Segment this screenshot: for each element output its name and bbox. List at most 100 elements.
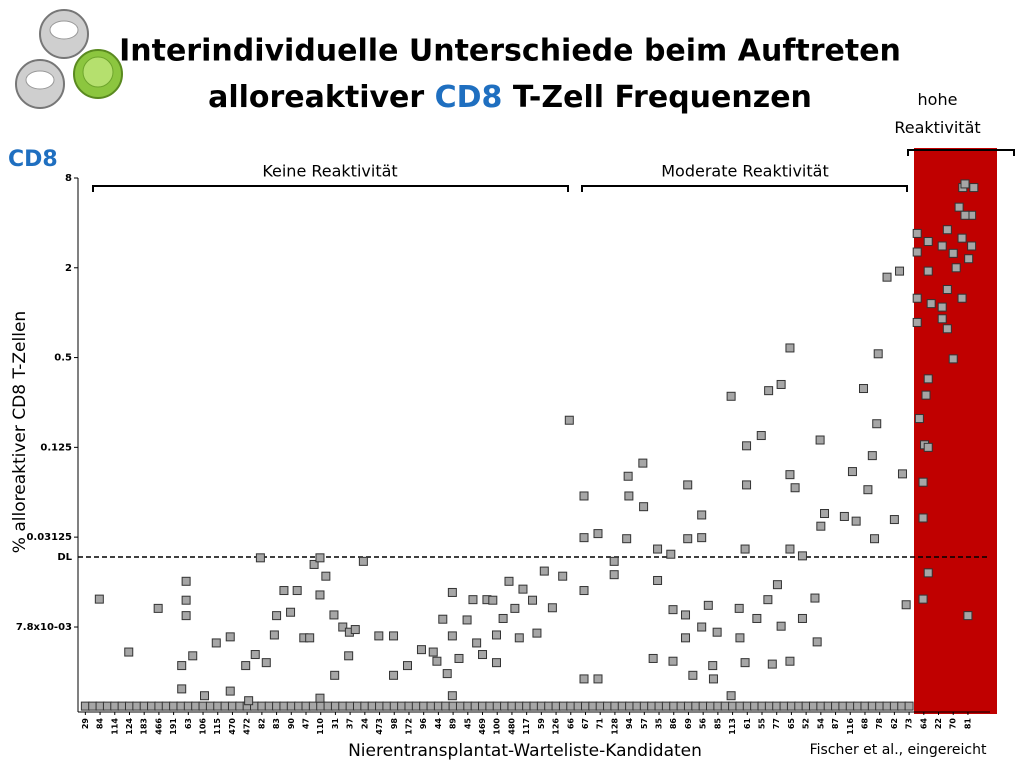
point: [80, 701, 90, 711]
point: [967, 241, 977, 251]
point: [823, 701, 833, 711]
point: [154, 701, 164, 711]
point: [964, 254, 974, 264]
point: [870, 534, 880, 544]
point: [344, 651, 354, 661]
point: [742, 441, 752, 451]
point: [595, 701, 605, 711]
y-tick-label: 7.8x10-03: [16, 622, 72, 633]
point: [960, 210, 970, 220]
point: [901, 600, 911, 610]
point: [447, 631, 457, 641]
point: [593, 529, 603, 539]
point: [873, 349, 883, 359]
point: [428, 647, 438, 657]
point: [797, 551, 807, 561]
y-tick-label: 0.03125: [26, 532, 72, 543]
point: [957, 233, 967, 243]
point: [726, 691, 736, 701]
point: [683, 480, 693, 490]
point: [957, 293, 967, 303]
x-tick-label: 466: [154, 718, 163, 735]
x-tick-label: 22: [934, 718, 943, 729]
point: [529, 701, 539, 711]
x-tick-label: 55: [758, 718, 767, 730]
x-tick-label: 90: [287, 718, 296, 730]
x-tick-label: 89: [449, 718, 458, 730]
point: [468, 595, 478, 605]
point: [951, 263, 961, 273]
point: [875, 701, 885, 711]
x-tick-label: 87: [831, 718, 840, 729]
point: [257, 701, 267, 711]
point: [95, 701, 105, 711]
x-tick-label: 47: [302, 718, 311, 729]
point: [532, 628, 542, 638]
point: [389, 670, 399, 680]
point: [697, 510, 707, 520]
point: [683, 534, 693, 544]
point: [697, 622, 707, 632]
point: [547, 603, 557, 613]
point: [416, 645, 426, 655]
point: [912, 293, 922, 303]
point: [897, 469, 907, 479]
point: [740, 544, 750, 554]
point: [213, 701, 223, 711]
point: [764, 386, 774, 396]
x-tick-label: 473: [375, 718, 384, 735]
x-tick-label: 113: [728, 718, 737, 735]
point: [688, 670, 698, 680]
x-tick-label: 78: [875, 718, 884, 730]
point: [923, 266, 933, 276]
point: [522, 701, 532, 711]
point: [847, 467, 857, 477]
point: [697, 533, 707, 543]
point: [181, 576, 191, 586]
point: [169, 701, 179, 711]
point: [683, 701, 693, 711]
point: [442, 669, 452, 679]
point: [492, 701, 502, 711]
point: [124, 647, 134, 657]
x-tick-label: 115: [213, 718, 222, 735]
point: [756, 431, 766, 441]
point: [286, 607, 296, 617]
group-label: Keine Reaktivität: [262, 162, 397, 181]
point: [564, 415, 574, 425]
point: [305, 633, 315, 643]
point: [404, 701, 414, 711]
point: [438, 614, 448, 624]
point: [653, 544, 663, 554]
point: [921, 390, 931, 400]
bracket: [581, 185, 908, 192]
x-tick-label: 29: [81, 718, 90, 730]
point: [801, 701, 811, 711]
point: [579, 533, 589, 543]
point: [454, 653, 464, 663]
point: [330, 670, 340, 680]
point: [514, 701, 524, 711]
group-label: Moderate Reaktivität: [661, 162, 828, 181]
point: [426, 701, 436, 711]
y-tick-label: 0.5: [54, 353, 72, 364]
point: [432, 656, 442, 666]
x-tick-label: 66: [566, 718, 575, 730]
x-tick-label: 62: [890, 718, 899, 729]
point: [942, 225, 952, 235]
point: [772, 580, 782, 590]
point: [227, 701, 237, 711]
point: [720, 701, 730, 711]
x-tick-label: 86: [669, 718, 678, 730]
point: [625, 701, 635, 711]
point: [779, 701, 789, 711]
x-tick-label: 44: [434, 718, 443, 730]
point: [815, 435, 825, 445]
title-line1: Interindividuelle Unterschiede beim Auft…: [119, 34, 901, 69]
point: [681, 633, 691, 643]
point: [757, 701, 767, 711]
x-tick-label: 69: [684, 718, 693, 730]
point: [139, 701, 149, 711]
x-tick-label: 61: [743, 718, 752, 730]
point: [772, 701, 782, 711]
